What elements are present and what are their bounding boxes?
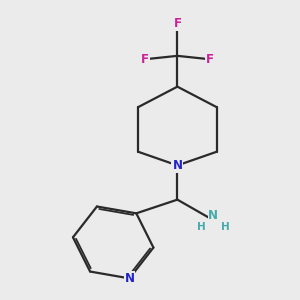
Text: H: H: [197, 222, 206, 232]
Text: N: N: [124, 272, 134, 285]
Text: N: N: [172, 159, 182, 172]
Text: H: H: [221, 222, 230, 232]
Text: F: F: [173, 17, 181, 30]
Text: F: F: [206, 53, 214, 66]
Text: F: F: [141, 53, 149, 66]
Text: N: N: [208, 208, 218, 222]
